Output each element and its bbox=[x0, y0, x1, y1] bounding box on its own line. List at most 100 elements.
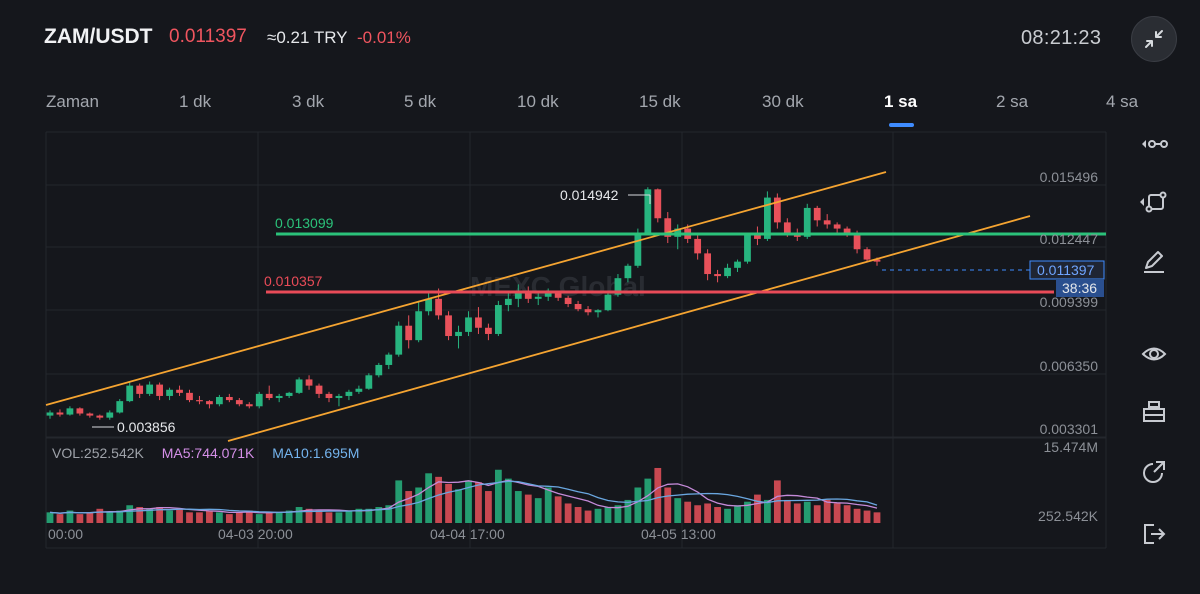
candle-body bbox=[564, 297, 572, 305]
volume-bar bbox=[445, 483, 452, 523]
candle-body bbox=[803, 207, 811, 237]
share-button[interactable] bbox=[1138, 456, 1170, 488]
volume-bar bbox=[385, 505, 393, 523]
candle-body bbox=[714, 274, 721, 277]
active-tab-indicator bbox=[889, 123, 914, 127]
candle-body bbox=[704, 253, 712, 275]
volume-bar bbox=[714, 507, 721, 523]
volume-bar bbox=[744, 501, 751, 523]
volume-bar bbox=[415, 487, 423, 523]
volume-bar bbox=[176, 508, 183, 523]
volume-bar bbox=[773, 480, 781, 523]
candle-body bbox=[295, 379, 303, 393]
volume-bar bbox=[594, 508, 602, 523]
collapse-button[interactable] bbox=[1131, 16, 1177, 62]
volume-bar bbox=[325, 512, 333, 523]
tab-15m[interactable]: 15 dk bbox=[639, 92, 681, 111]
volume-bar bbox=[365, 508, 373, 523]
volume-bar bbox=[355, 508, 363, 523]
price-try: ≈0.21 TRY bbox=[267, 28, 348, 47]
candle-body bbox=[395, 325, 403, 355]
volume-bar bbox=[574, 507, 582, 523]
candle-body bbox=[873, 259, 881, 262]
candle-body bbox=[823, 220, 831, 225]
volume-bar bbox=[843, 505, 851, 523]
tab-30m[interactable]: 30 dk bbox=[762, 92, 804, 111]
pencil-tool-button[interactable] bbox=[1138, 246, 1170, 278]
line-tool-icon bbox=[1142, 140, 1168, 148]
candle-body bbox=[106, 412, 114, 418]
candle-body bbox=[534, 296, 542, 299]
volume-bar bbox=[524, 494, 532, 523]
candle-body bbox=[285, 392, 293, 396]
candle-body bbox=[594, 310, 602, 313]
layers-button[interactable] bbox=[1138, 396, 1170, 428]
candle-body bbox=[734, 261, 741, 268]
channel-lower-line bbox=[227, 215, 1031, 442]
candle-body bbox=[255, 393, 263, 407]
low-label: 0.003856 bbox=[117, 419, 176, 435]
tab-zaman[interactable]: Zaman bbox=[46, 92, 99, 111]
candle-body bbox=[425, 298, 433, 312]
tab-1h[interactable]: 1 sa bbox=[884, 92, 918, 111]
exit-icon bbox=[1144, 524, 1166, 544]
volume-bar bbox=[265, 512, 273, 523]
volume-bar bbox=[235, 512, 243, 523]
volume-bar bbox=[654, 467, 662, 523]
candle-body bbox=[46, 412, 54, 416]
y-tick-5: 0.003301 bbox=[1040, 421, 1099, 437]
candle-body bbox=[504, 298, 512, 306]
chart-area[interactable]: MEXC Global 0.013099 0.010357 0.011397 3… bbox=[0, 128, 1120, 594]
volume-bar bbox=[584, 510, 592, 523]
volume-bar bbox=[554, 496, 562, 523]
volume-bar bbox=[196, 512, 203, 523]
volume-bar bbox=[624, 499, 632, 523]
volume-bar bbox=[734, 505, 741, 523]
tab-2h[interactable]: 2 sa bbox=[996, 92, 1029, 111]
volume-bar bbox=[485, 491, 492, 523]
visibility-button[interactable] bbox=[1138, 338, 1170, 370]
last-price: 0.011397 bbox=[169, 26, 247, 47]
tab-4h[interactable]: 4 sa bbox=[1106, 92, 1139, 111]
clock: 08:21:23 bbox=[1021, 27, 1102, 49]
volume-bar bbox=[813, 505, 821, 523]
candle-body bbox=[614, 278, 622, 295]
volume-bar bbox=[614, 505, 622, 523]
tab-10m[interactable]: 10 dk bbox=[517, 92, 559, 111]
volume-bar bbox=[704, 503, 712, 523]
candle-body bbox=[494, 305, 502, 334]
candle-body bbox=[86, 413, 94, 416]
candle-body bbox=[146, 384, 154, 394]
volume-bar bbox=[345, 510, 353, 523]
candle-body bbox=[664, 218, 672, 237]
pair-title[interactable]: ZAM/USDT bbox=[44, 25, 153, 48]
ma5-line bbox=[49, 479, 878, 514]
line-tool-button[interactable] bbox=[1138, 128, 1170, 160]
volume-bar bbox=[833, 503, 841, 523]
volume-bar bbox=[126, 505, 134, 523]
shape-tool-button[interactable] bbox=[1138, 186, 1170, 218]
exit-button[interactable] bbox=[1138, 518, 1170, 550]
tab-1m[interactable]: 1 dk bbox=[179, 92, 212, 111]
candle-body bbox=[514, 290, 522, 299]
volume-bar bbox=[684, 501, 692, 523]
volume-bar bbox=[634, 487, 642, 523]
tab-5m[interactable]: 5 dk bbox=[404, 92, 437, 111]
ma10-line bbox=[49, 480, 878, 514]
layers-icon bbox=[1143, 401, 1165, 422]
volume-bar bbox=[514, 491, 522, 523]
volume-bar bbox=[136, 507, 144, 523]
x-tick-4: 04-05 13:00 bbox=[641, 526, 716, 542]
candle-body bbox=[744, 234, 751, 262]
volume-bar bbox=[694, 505, 702, 523]
volume-bar bbox=[255, 514, 263, 523]
volume-bar bbox=[534, 498, 542, 523]
volume-bar bbox=[116, 510, 124, 523]
volume-bar bbox=[674, 498, 682, 523]
y-tick-1: 0.015496 bbox=[1040, 169, 1099, 185]
tab-3m[interactable]: 3 dk bbox=[292, 92, 325, 111]
volume-bar bbox=[206, 510, 213, 523]
candle-body bbox=[66, 408, 74, 415]
candle-body bbox=[206, 401, 213, 405]
price-chart[interactable]: MEXC Global 0.013099 0.010357 0.011397 3… bbox=[0, 128, 1120, 594]
